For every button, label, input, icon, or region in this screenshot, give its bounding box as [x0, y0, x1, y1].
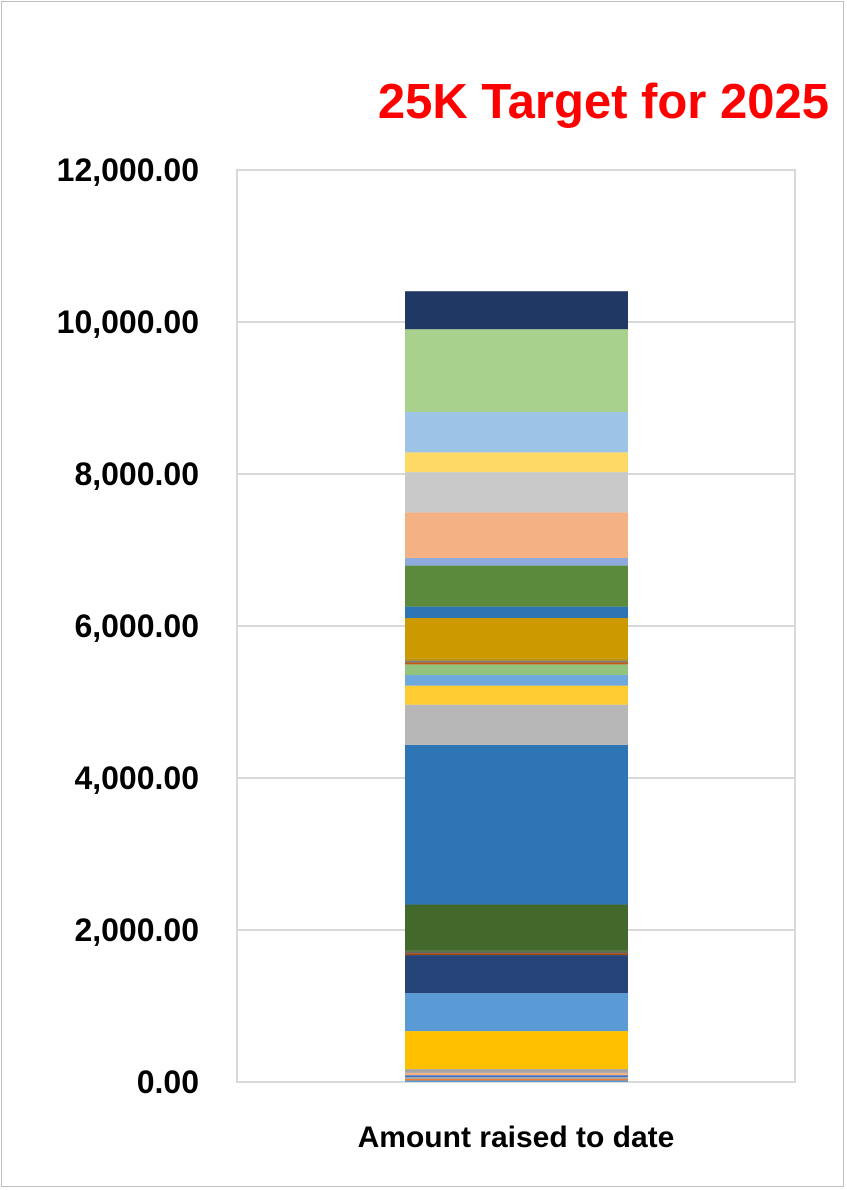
bar-segment: [405, 291, 628, 330]
bar-segment: [405, 1075, 628, 1078]
y-tick-label: 0.00: [137, 1064, 199, 1100]
bar-segment: [405, 664, 628, 676]
bar-segment: [405, 1077, 628, 1079]
bar-segment: [405, 512, 628, 558]
y-tick-label: 12,000.00: [57, 152, 199, 188]
bar-segment: [405, 1069, 628, 1073]
bar-segment: [405, 412, 628, 453]
y-tick-label: 4,000.00: [74, 760, 199, 796]
bar-segment: [405, 950, 628, 952]
y-tick-label: 10,000.00: [57, 304, 199, 340]
bar-segment: [405, 1031, 628, 1070]
bar-segment: [405, 1080, 628, 1082]
bar-segments: [405, 291, 628, 1082]
y-tick-label: 6,000.00: [74, 608, 199, 644]
y-tick-label: 8,000.00: [74, 456, 199, 492]
bar-segment: [405, 1078, 628, 1081]
y-tick-label: 2,000.00: [74, 912, 199, 948]
bar-segment: [405, 662, 628, 665]
bar-segment: [405, 675, 628, 686]
chart-title: 25K Target for 2025: [377, 75, 829, 129]
bar-segment: [405, 452, 628, 473]
bar-segment: [405, 744, 628, 905]
bar-segment: [405, 953, 628, 956]
bar-segment: [405, 1072, 628, 1076]
bar-segment: [405, 955, 628, 994]
bar-segment: [405, 557, 628, 566]
bar-segment: [405, 660, 628, 663]
bar-segment: [405, 704, 628, 745]
bar-segment: [405, 951, 628, 954]
bar-segment: [405, 685, 628, 705]
bar-segment: [405, 993, 628, 1032]
bar-segment: [405, 329, 628, 413]
y-axis-tick-labels: 0.00 2,000.00 4,000.00 6,000.00 8,000.00 10,0…: [57, 152, 199, 1100]
bar-segment: [405, 618, 628, 659]
bar-segment: [405, 472, 628, 513]
x-axis-category-label: Amount raised to date: [358, 1121, 675, 1154]
bar-segment: [405, 904, 628, 951]
bar-segment: [405, 565, 628, 607]
bar-segment: [405, 658, 628, 661]
bar-segment: [405, 606, 628, 619]
